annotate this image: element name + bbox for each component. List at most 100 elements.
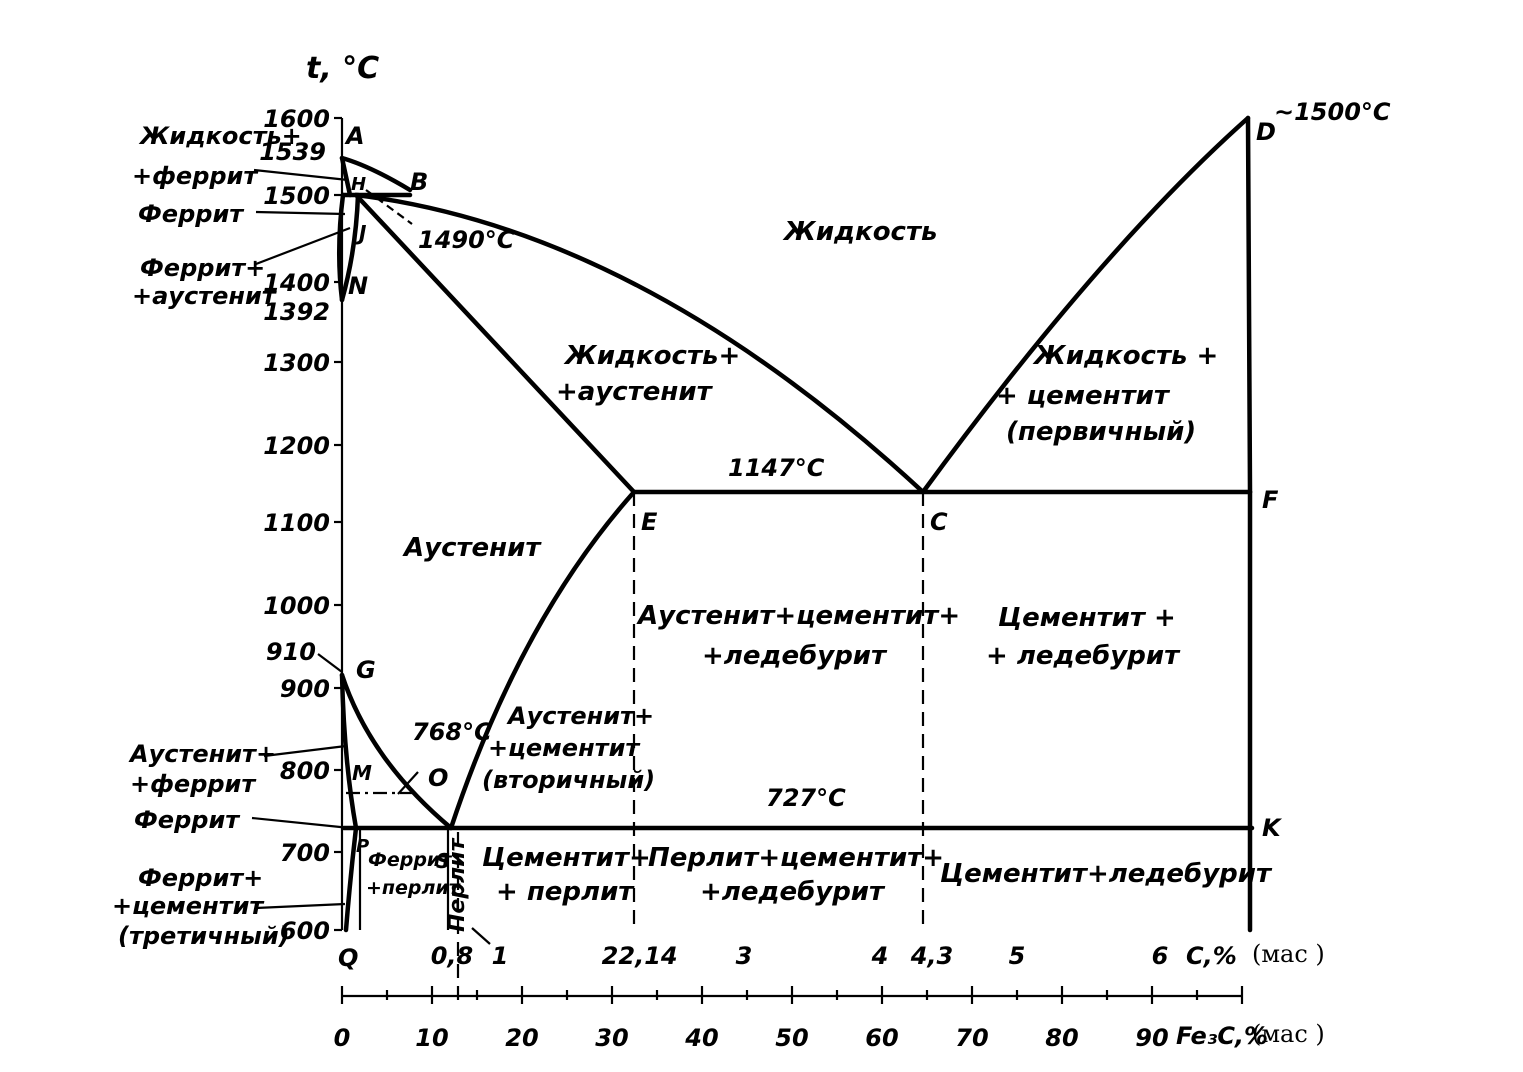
x-tick-label: 3 (736, 942, 753, 970)
solidus-JE-line (353, 192, 637, 495)
x-ticks: 0,8 1 2 2,14 3 4 4,3 5 6 (431, 942, 1169, 970)
callout-ferrite-austenite-1: Феррит+ (140, 254, 265, 282)
fe3c-tick-label: 30 (595, 1024, 628, 1052)
y-ticks: 1600 1500 1400 1300 1200 1100 1000 900 800 700 600… (259, 105, 342, 945)
region-perlite-cementite-ledeburite-2: +ледебурит (700, 877, 886, 907)
region-liquid-austenite-2: +аустенит (556, 377, 714, 407)
x-axis-title: C,% (1186, 942, 1237, 970)
y-tick-label: 700 (280, 839, 330, 867)
fe3c-tick-label: 50 (775, 1024, 808, 1052)
callout-ferrite-cementite3-1: Феррит+ (138, 864, 263, 892)
region-ferrite-perlite-1: Феррит (368, 849, 452, 871)
y-tick-label: 1200 (263, 432, 330, 460)
y-special-label: 1539 (259, 138, 326, 166)
callout-austenite-ferrite-2: +феррит (130, 770, 257, 798)
region-austenite-cementite-ledeburite-2: +ледебурит (702, 641, 888, 671)
point-labels: A H B J N D E C F G M O P S K Q (338, 118, 1283, 972)
fe3c-axis-title: Fe₃C,% (1176, 1022, 1268, 1050)
y-tick-label: 1000 (263, 592, 330, 620)
arrow-1490 (365, 189, 413, 225)
point-P: P (356, 836, 369, 857)
leader-ferrite-cementite3 (255, 902, 346, 910)
region-liquid-cementite-2: + цементит (996, 381, 1171, 411)
leader-liquid-ferrite (253, 168, 349, 182)
callout-ferrite-low: Феррит (134, 806, 241, 834)
point-F: F (1262, 486, 1279, 514)
liquidus-CD-line (920, 115, 1251, 495)
x-tick-label: 4,3 (910, 942, 954, 970)
callout-ferrite-cementite3-2: +цементит (112, 892, 265, 920)
HN-line (336, 192, 346, 303)
point-O: O (428, 764, 448, 792)
temperature-annotations: 1490°C 1147°C 768°C 727°C ~1500°C (365, 98, 1391, 812)
y-tick-label: 600 (280, 917, 330, 945)
region-austenite-cementite-ledeburite-1: Аустенит+цементит+ (636, 601, 960, 631)
annotation-1490: 1490°C (418, 226, 515, 254)
callout-liquid-ferrite-1: Жидкость+ (138, 122, 302, 150)
callouts: Жидкость+ +феррит Феррит Феррит+ +аустен… (112, 122, 491, 950)
y-tick-label: 900 (280, 675, 330, 703)
point-A: A (344, 122, 365, 150)
region-labels: Жидкость Жидкость+ +аустенит Жидкость + … (366, 217, 1273, 932)
liquidus-BC-line (353, 192, 926, 495)
y-tick-label: 1600 (263, 105, 330, 133)
annotation-1147: 1147°C (728, 454, 825, 482)
y-tick-label: 1400 (263, 269, 330, 297)
PQ-line (343, 825, 359, 933)
point-K: K (1262, 814, 1283, 842)
y-tick-label: 1100 (263, 509, 330, 537)
leader-910 (317, 653, 343, 673)
region-cementite-ledeburite-2: + ледебурит (986, 641, 1181, 671)
x-tick-label: 1 (492, 942, 509, 970)
leader-ferrite-austenite (255, 226, 351, 266)
region-liquid-austenite-1: Жидкость+ (563, 341, 740, 371)
region-austenite-cementite2-2: +цементит (488, 734, 641, 762)
annotation-768: 768°C (412, 718, 492, 746)
point-C: C (930, 508, 948, 536)
leader-austenite-ferrite (263, 744, 347, 758)
y-tick-label: 1500 (263, 182, 330, 210)
fe3c-tick-label: 90 (1135, 1024, 1168, 1052)
region-cementite-perlite-1: Цементит+ (482, 843, 651, 873)
region-austenite: Аустенит (402, 533, 542, 563)
arrow-768 (397, 771, 419, 795)
callout-ferrite-austenite-2: +аустенит (132, 282, 278, 310)
region-austenite-cementite2-3: (вторичный) (482, 766, 655, 794)
point-M: M (352, 761, 372, 785)
region-liquid-cementite-1: Жидкость + (1032, 341, 1218, 371)
fe3c-tick-label: 70 (955, 1024, 988, 1052)
fe3c-ticks: 0 10 20 30 40 50 60 70 80 90 (334, 986, 1244, 1052)
fe3c-tick-label: 60 (865, 1024, 898, 1052)
fe3c-tick-label: 20 (505, 1024, 538, 1052)
fe3c-axis-unit: (мас ) (1252, 1020, 1325, 1048)
region-austenite-cementite2-1: Аустенит+ (506, 702, 654, 730)
x-tick-label: 4 (871, 942, 889, 970)
leader-ferrite-low (251, 816, 351, 830)
JN-line (339, 192, 361, 303)
liquidus-AB-line (339, 155, 413, 193)
x-tick-label: 5 (1009, 942, 1026, 970)
region-cementite-ledeburite-low: Цементит+ледебурит (940, 859, 1273, 889)
callout-ferrite-cementite3-3: (третичный) (118, 922, 290, 950)
y-special-label: 910 (266, 638, 316, 666)
DF-line (1245, 115, 1253, 495)
point-E: E (641, 508, 658, 536)
annotation-727: 727°C (766, 784, 846, 812)
leader-ferrite-top (255, 210, 346, 216)
y-tick-label: 800 (280, 757, 330, 785)
region-perlite: Перлит (445, 837, 470, 932)
x-tick-label: 0,8 (431, 942, 474, 970)
region-ferrite-perlite-2: +перлит (366, 877, 461, 899)
ES-line (448, 489, 637, 831)
fe3c-tick-label: 80 (1045, 1024, 1078, 1052)
x-tick-label: 6 (1152, 942, 1169, 970)
point-D: D (1256, 118, 1276, 146)
solidus-AH-line (339, 155, 353, 198)
fe3c-tick-label: 40 (684, 1024, 718, 1052)
annotation-1500: ~1500°C (1274, 98, 1391, 126)
point-Q: Q (338, 944, 358, 972)
region-cementite-perlite-2: + перлит (496, 877, 635, 907)
region-liquid: Жидкость (782, 217, 937, 247)
point-S: S (436, 849, 450, 873)
